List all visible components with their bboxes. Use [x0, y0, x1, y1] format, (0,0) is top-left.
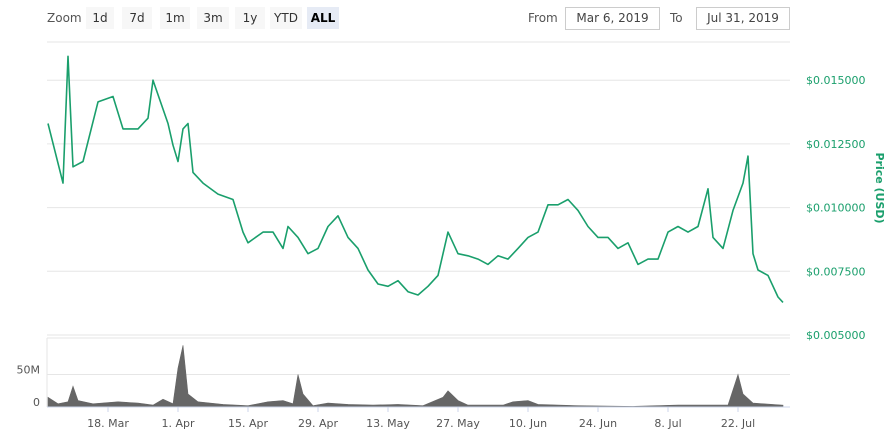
price-tick-label: $0.010000 [806, 202, 866, 215]
zoom-1d-button[interactable]: 1d [86, 7, 114, 29]
to-date-input[interactable]: Jul 31, 2019 [696, 7, 790, 30]
volume-tick-label: 0 [33, 396, 40, 409]
zoom-1m-button[interactable]: 1m [160, 7, 190, 29]
x-tick-label: 10. Jun [509, 417, 547, 430]
x-tick-label: 1. Apr [161, 417, 194, 430]
zoom-all-button[interactable]: ALL [307, 7, 339, 29]
zoom-ytd-button[interactable]: YTD [270, 7, 302, 29]
range-selector: Zoom 1d 7d 1m 3m 1y YTD ALL From Mar 6, … [0, 0, 895, 40]
x-tick-label: 24. Jun [579, 417, 617, 430]
x-tick-label: 22. Jul [721, 417, 755, 430]
x-tick-label: 8. Jul [654, 417, 681, 430]
x-tick-label: 29. Apr [298, 417, 338, 430]
x-tick-label: 13. May [366, 417, 410, 430]
volume-tick-label: 50M [17, 364, 41, 377]
price-axis-title: Price (USD) [873, 152, 886, 223]
from-date-input[interactable]: Mar 6, 2019 [565, 7, 660, 30]
volume-area [47, 345, 784, 408]
to-label: To [670, 11, 683, 25]
price-tick-label: $0.012500 [806, 138, 866, 151]
zoom-7d-button[interactable]: 7d [122, 7, 152, 29]
price-tick-label: $0.015000 [806, 74, 866, 87]
from-label: From [528, 11, 558, 25]
x-tick-label: 18. Mar [87, 417, 129, 430]
price-tick-label: $0.005000 [806, 329, 866, 342]
x-tick-label: 27. May [436, 417, 480, 430]
zoom-3m-button[interactable]: 3m [197, 7, 229, 29]
zoom-label: Zoom [47, 11, 82, 25]
x-tick-label: 15. Apr [228, 417, 268, 430]
price-line [47, 55, 784, 303]
price-tick-label: $0.007500 [806, 265, 866, 278]
zoom-1y-button[interactable]: 1y [235, 7, 265, 29]
